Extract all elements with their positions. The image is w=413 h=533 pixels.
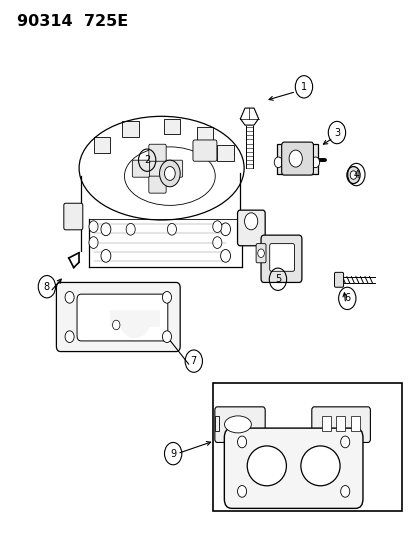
FancyBboxPatch shape [93,138,110,153]
FancyBboxPatch shape [311,407,370,442]
Text: 90314  725E: 90314 725E [17,14,128,29]
Text: 3: 3 [333,127,339,138]
Text: 4: 4 [352,169,358,180]
Circle shape [164,166,175,180]
Circle shape [101,249,111,262]
Ellipse shape [300,446,339,486]
Polygon shape [240,108,258,125]
Circle shape [65,331,74,343]
FancyBboxPatch shape [148,160,166,177]
Circle shape [349,171,356,179]
FancyBboxPatch shape [64,203,83,230]
FancyBboxPatch shape [334,272,343,287]
FancyBboxPatch shape [163,119,180,134]
Ellipse shape [224,416,251,433]
Ellipse shape [244,213,257,230]
Circle shape [167,223,176,235]
Text: 1: 1 [300,82,306,92]
FancyBboxPatch shape [148,144,166,161]
FancyBboxPatch shape [148,176,166,193]
Circle shape [126,223,135,235]
Circle shape [159,160,180,187]
FancyBboxPatch shape [269,244,294,271]
Circle shape [311,157,319,167]
Circle shape [65,292,74,303]
Circle shape [340,436,349,448]
Circle shape [340,486,349,497]
FancyBboxPatch shape [261,235,301,282]
Circle shape [273,157,282,167]
Circle shape [212,237,221,248]
Circle shape [288,150,301,167]
Ellipse shape [247,446,286,486]
FancyBboxPatch shape [214,407,265,442]
FancyBboxPatch shape [217,146,233,161]
Text: 6: 6 [343,293,349,303]
Wedge shape [118,317,151,338]
FancyBboxPatch shape [256,244,266,263]
Text: 2: 2 [144,155,150,165]
Circle shape [220,249,230,262]
FancyBboxPatch shape [192,140,216,161]
Bar [214,416,218,431]
FancyBboxPatch shape [281,142,313,175]
Circle shape [220,223,230,236]
Bar [321,416,330,431]
Polygon shape [276,144,318,174]
Circle shape [237,486,246,497]
Bar [350,416,359,431]
FancyBboxPatch shape [237,210,265,246]
Bar [213,383,401,511]
Circle shape [112,320,120,330]
Circle shape [162,331,171,343]
Text: 9: 9 [170,449,176,458]
Text: 7: 7 [190,356,197,366]
Circle shape [237,436,246,448]
Circle shape [162,292,171,303]
FancyBboxPatch shape [165,160,182,177]
Circle shape [101,223,111,236]
Circle shape [89,221,98,232]
FancyBboxPatch shape [132,160,149,177]
Text: 8: 8 [44,282,50,292]
FancyBboxPatch shape [56,282,180,352]
FancyBboxPatch shape [77,294,167,341]
Bar [335,416,344,431]
Circle shape [257,249,264,257]
FancyBboxPatch shape [224,428,362,508]
Text: 5: 5 [274,274,280,284]
FancyBboxPatch shape [196,127,213,142]
Circle shape [89,237,98,248]
FancyBboxPatch shape [122,122,139,137]
Circle shape [346,166,359,183]
Circle shape [212,221,221,232]
